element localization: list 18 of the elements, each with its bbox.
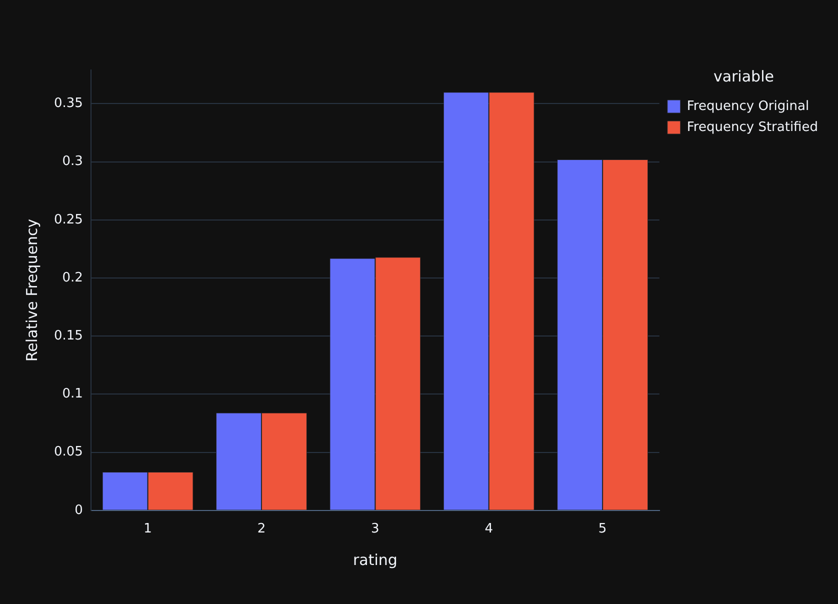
y-tick-label: 0.35 bbox=[54, 96, 83, 112]
legend-label: Frequency Original bbox=[686, 98, 810, 114]
x-axis-title: rating bbox=[352, 550, 398, 569]
x-tick-label: 4 bbox=[484, 522, 494, 537]
y-tick-label: 0.25 bbox=[54, 212, 83, 228]
x-tick-label: 3 bbox=[371, 522, 380, 537]
legend-title: variable bbox=[713, 67, 774, 86]
y-tick-label: 0.3 bbox=[62, 154, 83, 170]
y-tick-label: 0.1 bbox=[62, 386, 83, 402]
y-tick-label: 0.2 bbox=[62, 270, 83, 286]
y-tick-label: 0 bbox=[74, 502, 83, 518]
y-tick-label: 0.05 bbox=[54, 444, 83, 460]
y-tick-label: 0.15 bbox=[54, 328, 83, 344]
y-axis-title: Relative Frequency bbox=[22, 218, 41, 362]
x-tick-label: 1 bbox=[144, 522, 152, 537]
x-tick-label: 2 bbox=[257, 522, 266, 537]
x-tick-label: 5 bbox=[598, 522, 607, 537]
legend-label: Frequency Stratified bbox=[686, 120, 818, 135]
